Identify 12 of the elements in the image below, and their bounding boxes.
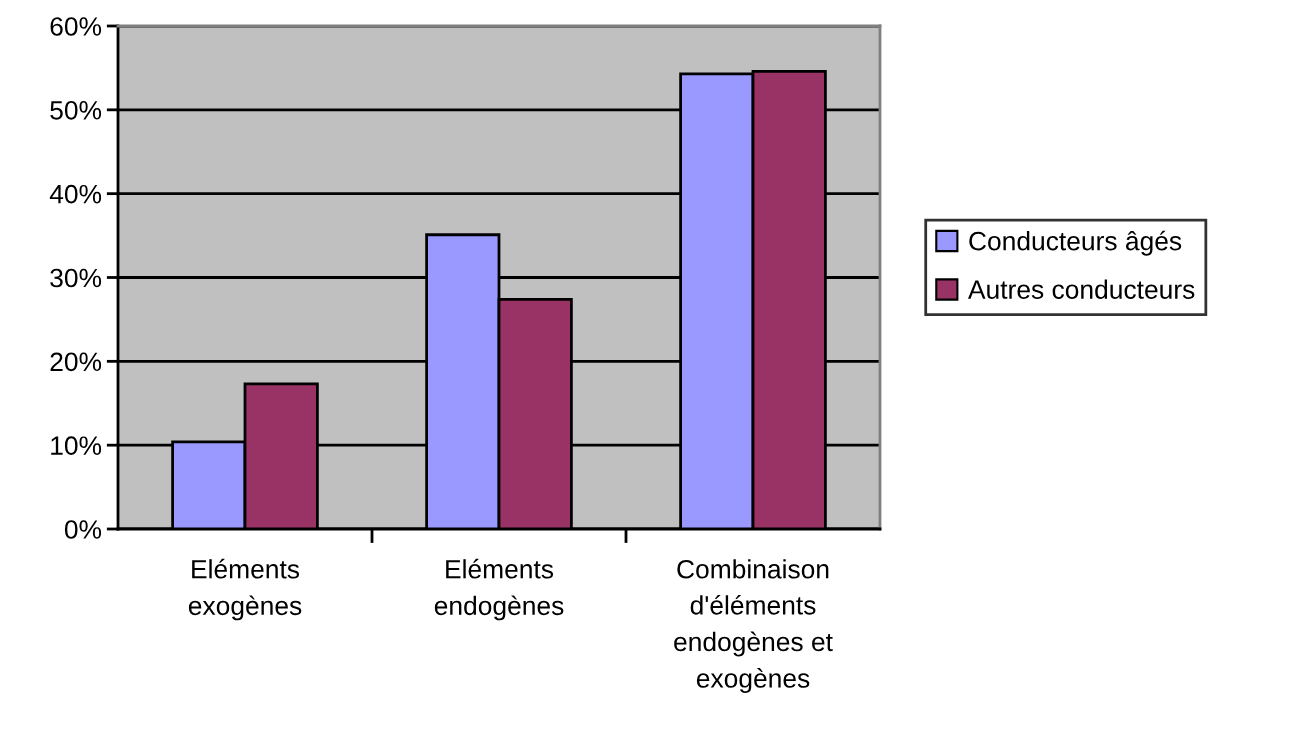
legend-label: Conducteurs âgés	[969, 230, 1182, 256]
y-tick-label: 20%	[50, 352, 102, 372]
x-tick-label: Combinaison d'éléments endogènes et exogènes	[674, 559, 833, 693]
y-tick-label: 60%	[50, 17, 102, 36]
legend-label: Autres conducteurs	[968, 279, 1195, 299]
x-tick-label: Eléments exogènes	[188, 558, 302, 621]
y-tick-label: 10%	[51, 436, 102, 455]
y-tick-label: 0%	[64, 520, 102, 539]
y-tick-label: 30%	[50, 268, 102, 288]
y-tick-label: 50%	[50, 100, 102, 120]
x-tick-label: Eléments endogènes	[434, 558, 564, 621]
y-tick-label: 40%	[49, 184, 102, 204]
